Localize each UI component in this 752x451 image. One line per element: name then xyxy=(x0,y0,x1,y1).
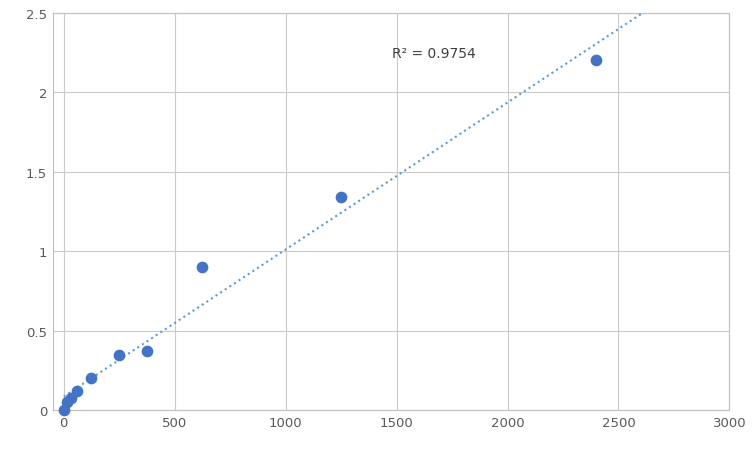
Point xyxy=(196,264,208,271)
Point xyxy=(58,407,70,414)
Point xyxy=(61,399,73,406)
Point xyxy=(86,375,98,382)
Point xyxy=(590,58,602,65)
Point xyxy=(114,351,126,359)
Point xyxy=(335,194,347,201)
Point xyxy=(71,388,83,395)
Point xyxy=(141,348,153,355)
Point xyxy=(65,394,77,401)
Text: R² = 0.9754: R² = 0.9754 xyxy=(392,47,476,61)
